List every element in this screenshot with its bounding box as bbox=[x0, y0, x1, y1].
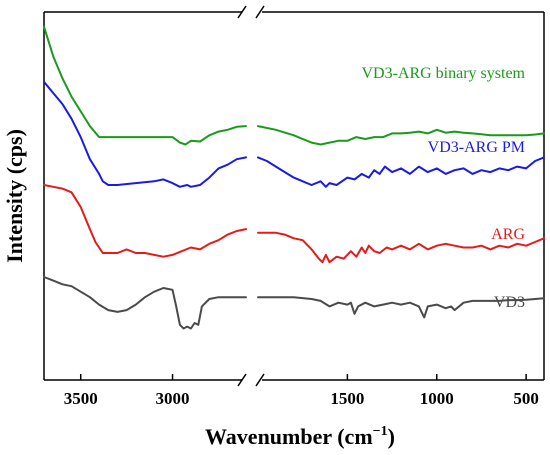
series-annotation-2: ARG bbox=[491, 226, 525, 243]
series-annotation-0: VD3-ARG binary system bbox=[361, 65, 525, 82]
series-annotation-3: VD3 bbox=[494, 294, 525, 311]
plot-frame bbox=[43, 5, 545, 387]
series-group bbox=[43, 25, 545, 330]
y-axis-title: Intensity (cps) bbox=[2, 129, 27, 263]
series-annotations: VD3-ARG binary system VD3-ARG PM ARG VD3 bbox=[361, 65, 525, 311]
x-tick-label-1: 3000 bbox=[156, 389, 190, 408]
axis-break-top bbox=[237, 5, 265, 19]
series-annotation-1: VD3-ARG PM bbox=[428, 139, 525, 156]
x-ticks: 3500 3000 1500 1000 500 bbox=[64, 374, 539, 408]
series-line-2-segment-1 bbox=[257, 231, 545, 264]
axis-break-bottom bbox=[237, 373, 265, 387]
x-tick-label-0: 3500 bbox=[64, 389, 98, 408]
x-tick-label-4: 500 bbox=[513, 389, 539, 408]
series-line-1-segment-1 bbox=[257, 156, 545, 188]
series-line-0-segment-1 bbox=[257, 125, 545, 146]
series-line-0-segment-0 bbox=[43, 25, 247, 146]
series-line-3-segment-0 bbox=[43, 276, 247, 330]
x-tick-label-2: 1500 bbox=[330, 389, 364, 408]
x-axis-title: Wavenumber (cm−1) bbox=[205, 424, 395, 449]
series-line-2-segment-0 bbox=[43, 184, 247, 258]
series-line-1-segment-0 bbox=[43, 80, 247, 188]
x-tick-label-3: 1000 bbox=[420, 389, 454, 408]
series-line-3-segment-1 bbox=[257, 296, 545, 319]
